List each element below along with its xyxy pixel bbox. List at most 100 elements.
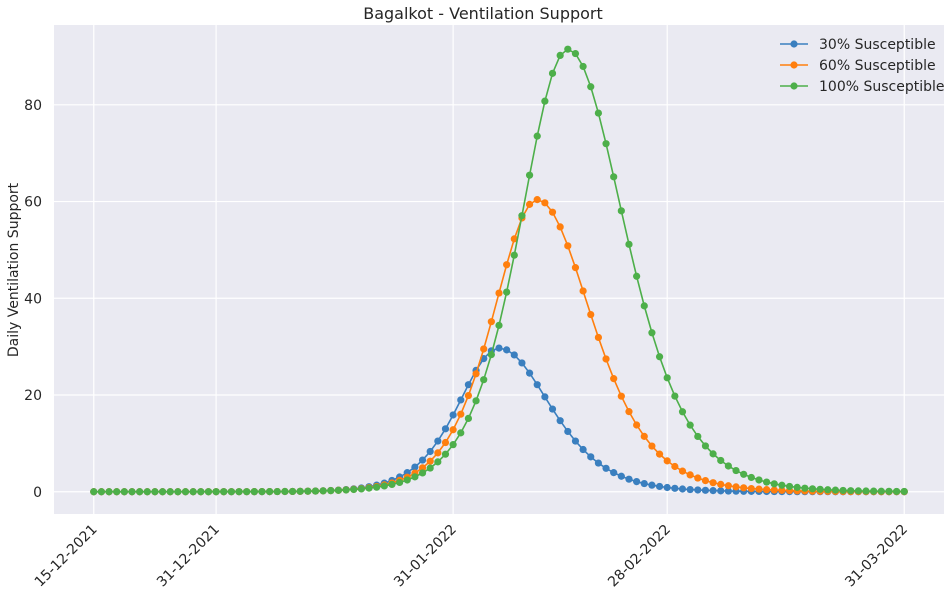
data-point [525,171,534,179]
data-point [847,487,855,495]
data-point [418,464,427,472]
data-point [503,346,511,354]
data-point [197,488,205,496]
data-point [128,488,136,496]
legend-swatch-marker [790,61,798,69]
data-point [831,486,840,494]
data-point [487,318,495,326]
data-point [633,478,641,486]
y-tick-label: 0 [33,485,42,501]
data-point [724,487,732,495]
data-point [579,287,587,295]
data-point [808,485,817,493]
data-point [740,484,748,492]
data-point [418,456,427,464]
data-point [480,345,488,353]
data-point [717,456,725,465]
data-point [709,450,717,458]
data-point [617,392,625,400]
data-point [678,408,687,416]
data-point [373,483,381,491]
data-point [495,321,503,329]
data-point [480,376,488,384]
legend: 30% Susceptible 60% Susceptible 100% Susce… [780,37,945,95]
data-point [655,353,664,361]
data-point [510,235,518,243]
data-point [755,476,763,484]
data-point [640,302,648,310]
data-point [250,488,258,496]
data-point [449,426,457,434]
data-point [587,83,595,91]
data-point [747,484,755,493]
data-point [136,488,144,496]
data-point [602,464,610,472]
data-point [877,487,885,495]
data-point [503,288,511,296]
data-point [281,487,289,496]
data-point [564,242,572,250]
data-point [839,486,847,495]
data-point [594,333,603,342]
data-point [311,487,320,495]
data-point [457,410,465,418]
data-point [533,381,541,389]
data-point [648,329,656,337]
data-point [709,487,717,495]
data-point [472,370,480,378]
data-point [396,478,404,487]
data-point [747,473,755,482]
data-point [717,480,725,488]
data-point [525,369,534,377]
data-point [854,487,862,495]
data-point [579,62,587,71]
y-tick-label: 80 [24,98,42,114]
data-point [678,467,687,475]
data-point [610,375,618,383]
data-point [663,457,671,465]
data-point [296,487,304,495]
data-point [166,488,174,496]
legend-item: 100% Susceptible [780,79,945,95]
data-point [671,392,679,400]
data-point [235,488,243,496]
data-point [227,488,235,496]
data-point [824,486,832,494]
data-point [548,208,557,216]
data-point [243,488,251,496]
series-lines [90,45,908,496]
y-tick-label: 40 [24,291,42,307]
data-point [556,51,564,60]
data-point [724,482,732,490]
data-point [181,488,190,496]
chart-title: Bagalkot - Ventilation Support [363,4,603,23]
data-point [510,351,518,359]
grid-lines [54,25,944,514]
data-point [189,488,197,496]
data-point [571,264,580,272]
data-point [671,484,679,492]
data-point [441,425,450,433]
data-point [785,482,794,491]
data-point [426,447,434,456]
data-point [763,478,771,486]
data-point [518,212,526,220]
data-point [434,458,442,466]
data-point [655,482,664,491]
data-point [617,207,625,215]
data-point [113,488,121,496]
data-point [663,483,671,492]
data-point [533,196,541,204]
data-point [449,441,457,449]
x-tick-label: 28-02-2022 [605,522,674,591]
data-point [426,464,434,472]
data-point [143,488,151,496]
data-point [640,432,648,440]
legend-label: 60% Susceptible [819,58,936,74]
data-point [457,396,465,404]
data-point [892,487,901,496]
data-point [158,488,167,496]
data-point [541,97,549,105]
data-point [357,485,365,493]
